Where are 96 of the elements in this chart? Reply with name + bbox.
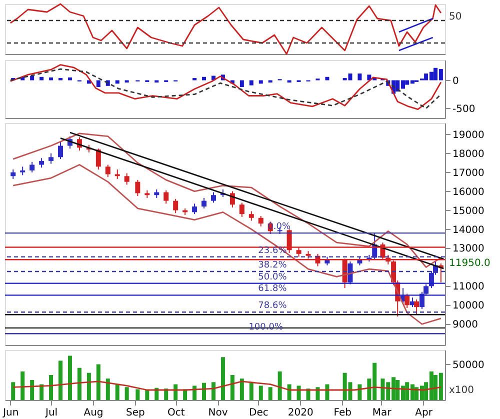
candlestick bbox=[202, 197, 207, 209]
bar bbox=[136, 389, 140, 400]
x-tick-label: Sep bbox=[126, 408, 145, 418]
bar bbox=[240, 80, 244, 88]
bar bbox=[249, 80, 254, 86]
candlestick bbox=[258, 215, 264, 227]
y-tick-label: 0 bbox=[452, 76, 459, 87]
x-tick-label: Nov bbox=[208, 408, 228, 418]
bar bbox=[68, 77, 72, 80]
x-tick-label: Mar bbox=[372, 408, 392, 418]
candlestick bbox=[96, 148, 101, 170]
annotation: 50.0% bbox=[258, 272, 288, 282]
y-tick-label: 13000 bbox=[452, 244, 484, 255]
candlestick bbox=[48, 152, 54, 164]
bar bbox=[358, 74, 362, 80]
y-tick-label: 11000 bbox=[452, 282, 484, 293]
bar bbox=[202, 382, 206, 400]
candlestick bbox=[414, 298, 420, 316]
candlestick bbox=[348, 261, 353, 285]
candlestick bbox=[164, 190, 169, 204]
bar bbox=[11, 382, 16, 400]
y-tick-label: 17000 bbox=[452, 168, 484, 179]
bar bbox=[192, 386, 197, 400]
y-tick-label: 19000 bbox=[452, 130, 484, 141]
bar bbox=[96, 80, 100, 88]
y-tick-label: 10000 bbox=[452, 300, 484, 312]
bar bbox=[174, 384, 178, 400]
y-tick-label: -500 bbox=[452, 104, 476, 115]
text: 50 bbox=[449, 12, 462, 22]
x-tick-label: Jun bbox=[2, 408, 19, 418]
bar bbox=[96, 364, 100, 400]
candlestick bbox=[30, 161, 35, 173]
bar bbox=[58, 360, 63, 400]
candlestick bbox=[58, 141, 64, 160]
candlestick bbox=[192, 203, 198, 215]
candlestick bbox=[105, 164, 110, 178]
bar bbox=[325, 384, 330, 400]
x-tick-label: Dec bbox=[248, 408, 268, 418]
candlestick bbox=[248, 210, 254, 222]
bar bbox=[49, 77, 54, 80]
y-tick-label: 15000 bbox=[452, 206, 484, 217]
bar bbox=[164, 388, 168, 400]
candlestick bbox=[239, 202, 244, 218]
candlestick bbox=[124, 172, 130, 186]
bar bbox=[258, 386, 263, 400]
x-tick-label: Apr bbox=[415, 408, 434, 418]
bar bbox=[124, 387, 129, 400]
candlestick bbox=[10, 168, 16, 180]
bar bbox=[30, 76, 34, 80]
y-tick-label: 14000 bbox=[452, 224, 484, 236]
bar bbox=[358, 384, 362, 400]
bar bbox=[240, 378, 244, 400]
candlestick bbox=[210, 192, 216, 204]
bar bbox=[230, 375, 234, 400]
y-tick-label: 9000 bbox=[452, 320, 478, 331]
bar bbox=[154, 388, 159, 400]
y-tick-label: 50000 bbox=[452, 360, 484, 371]
bar bbox=[77, 368, 82, 400]
candlestick bbox=[114, 168, 120, 180]
y-tick-label: 18000 bbox=[452, 148, 484, 160]
bar bbox=[49, 375, 54, 400]
x-tick-label: Oct bbox=[167, 408, 185, 418]
candlestick bbox=[404, 293, 410, 308]
bar bbox=[145, 390, 150, 400]
bar bbox=[325, 76, 330, 80]
bar bbox=[211, 382, 216, 400]
bar bbox=[40, 76, 44, 80]
bar bbox=[86, 372, 91, 400]
bar bbox=[106, 378, 110, 400]
x-tick-label: Aug bbox=[84, 408, 104, 418]
candlestick bbox=[135, 179, 140, 197]
x-tick-label: Jul bbox=[44, 408, 58, 418]
bar bbox=[20, 371, 25, 400]
candlestick bbox=[173, 198, 178, 214]
annotation: 61.8% bbox=[258, 284, 288, 294]
text: 11950.0 bbox=[449, 258, 490, 269]
line-series bbox=[12, 132, 442, 268]
bar bbox=[68, 356, 72, 400]
y-tick-label: 16000 bbox=[452, 186, 484, 198]
bar bbox=[278, 371, 282, 400]
x-tick-label: 2020 bbox=[288, 408, 314, 418]
bar bbox=[287, 384, 292, 400]
bar bbox=[268, 387, 272, 400]
candlestick bbox=[39, 158, 44, 168]
annotation: 78.6% bbox=[258, 301, 288, 312]
bar bbox=[306, 388, 310, 400]
bar bbox=[220, 357, 225, 400]
annotation: 38.2% bbox=[258, 260, 288, 270]
bar bbox=[202, 76, 206, 80]
bar bbox=[296, 386, 301, 400]
x-tick-label: Feb bbox=[334, 408, 352, 418]
text: x100 bbox=[449, 385, 474, 396]
bar bbox=[249, 382, 254, 400]
bar bbox=[316, 387, 320, 400]
bar bbox=[30, 380, 34, 400]
bar bbox=[115, 384, 120, 400]
